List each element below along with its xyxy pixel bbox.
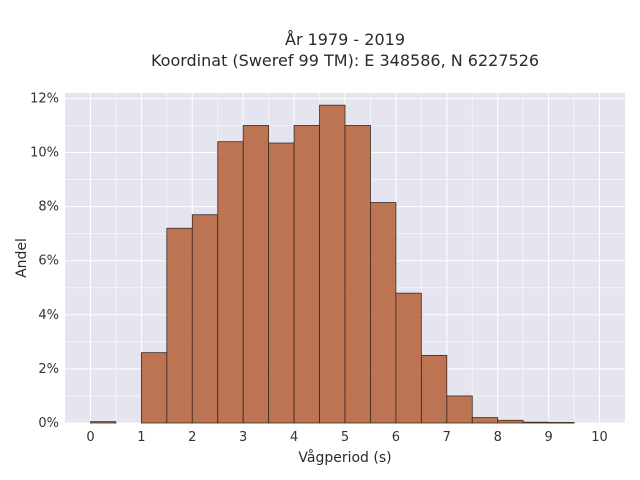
- x-tick-label: 8: [494, 430, 502, 445]
- y-tick-label: 6%: [38, 254, 59, 269]
- x-tick-label: 2: [188, 430, 196, 445]
- y-tick-label: 12%: [30, 91, 59, 106]
- histogram-bar: [497, 419, 524, 424]
- chart-title: År 1979 - 2019: [285, 30, 405, 49]
- x-tick-label: 6: [392, 430, 400, 445]
- chart-subtitle: Koordinat (Sweref 99 TM): E 348586, N 62…: [151, 51, 539, 70]
- histogram-bar: [166, 227, 193, 424]
- y-axis-ticks: 0% 2% 4% 6% 8% 10% 12%: [30, 91, 59, 431]
- x-tick-label: 4: [290, 430, 298, 445]
- y-tick-label: 4%: [38, 308, 59, 323]
- x-axis-ticks: 0 1 2 3 4 5 6 7 8 9 10: [86, 430, 608, 445]
- histogram-bar: [548, 422, 575, 424]
- x-tick-label: 3: [239, 430, 247, 445]
- histogram-bar: [268, 142, 295, 424]
- bars: [90, 104, 575, 424]
- histogram-bar: [217, 141, 244, 424]
- x-tick-label: 9: [544, 430, 552, 445]
- histogram-bar: [471, 417, 499, 424]
- x-tick-label: 1: [137, 430, 145, 445]
- histogram-bar: [370, 202, 397, 424]
- histogram-bar: [242, 125, 270, 424]
- y-tick-label: 2%: [38, 362, 59, 377]
- x-axis-title: Vågperiod (s): [298, 449, 391, 466]
- histogram-bar: [191, 214, 219, 424]
- histogram-bar: [420, 354, 448, 424]
- x-tick-label: 7: [443, 430, 451, 445]
- y-axis-title: Andel: [14, 238, 30, 278]
- histogram-bar: [395, 292, 422, 424]
- histogram-bar: [319, 104, 346, 424]
- x-tick-label: 0: [86, 430, 94, 445]
- histogram-bar: [90, 421, 117, 424]
- x-tick-label: 10: [591, 430, 608, 445]
- histogram-bar: [140, 352, 168, 424]
- histogram-bar: [522, 421, 550, 424]
- histogram-bar: [344, 125, 371, 424]
- histogram-bar: [293, 125, 320, 424]
- y-tick-label: 0%: [38, 416, 59, 431]
- histogram-bar: [446, 395, 473, 424]
- y-tick-label: 10%: [30, 146, 59, 161]
- x-tick-label: 5: [341, 430, 349, 445]
- y-tick-label: 8%: [38, 200, 59, 215]
